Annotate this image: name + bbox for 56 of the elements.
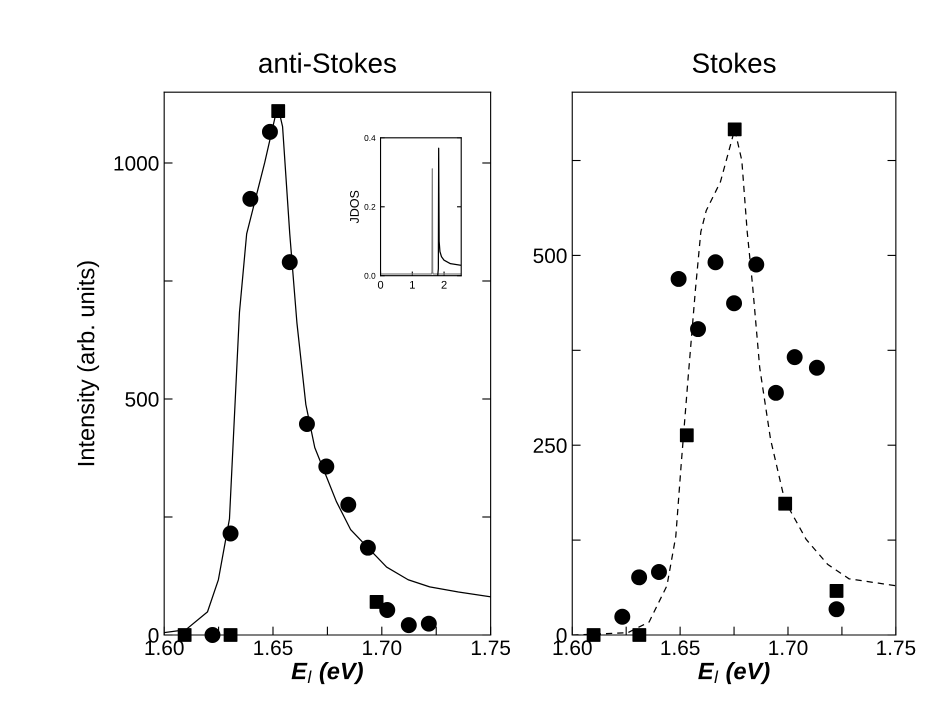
point [670, 270, 687, 287]
chart-title: Stokes [692, 52, 776, 74]
point [726, 295, 742, 312]
point [828, 601, 845, 618]
point [631, 569, 648, 586]
point [298, 416, 315, 432]
point [708, 254, 724, 270]
point [830, 584, 844, 598]
point [808, 360, 825, 376]
y-tick-label: 0.4 [364, 135, 376, 141]
point [786, 349, 803, 366]
y-tick-label: 1000 [114, 156, 159, 171]
x-tick-label: 0 [378, 280, 384, 289]
point [768, 384, 784, 401]
point [400, 617, 417, 634]
x-tick-label: 1.70 [363, 640, 402, 656]
point [242, 190, 258, 207]
point [262, 124, 278, 140]
y-tick-label: 0.0 [364, 272, 376, 279]
point [680, 428, 694, 442]
point [586, 628, 601, 642]
y-tick-label: 0.2 [364, 204, 376, 210]
point [222, 526, 239, 542]
point [379, 602, 396, 618]
point [748, 256, 764, 272]
y-axis-title: JDOS [350, 190, 359, 224]
y-tick-label: 500 [533, 248, 567, 264]
point [650, 564, 667, 580]
x-tick-label: 1.65 [661, 640, 700, 656]
x-tick-label: 1.75 [472, 640, 510, 656]
point [632, 628, 646, 642]
point [340, 496, 356, 513]
point [420, 616, 437, 632]
point [204, 627, 220, 643]
x-axis-title: E$_{l}$ (eV) [292, 662, 363, 684]
point [178, 628, 192, 642]
point [614, 608, 630, 625]
x-tick-label: 1.65 [254, 640, 292, 656]
point [360, 540, 376, 556]
x-tick-label: 1 [410, 280, 415, 289]
y-tick-label: 500 [125, 392, 159, 407]
point [728, 122, 742, 136]
point [370, 595, 384, 609]
y-axis-title: Intensity (arb. units) [77, 261, 100, 466]
point [318, 458, 334, 474]
point [778, 496, 792, 511]
chart-title: anti-Stokes [259, 52, 396, 74]
x-axis-title: E$_{l}$ (eV) [698, 662, 770, 684]
point [271, 104, 286, 118]
point [224, 628, 238, 642]
y-tick-label: 250 [534, 438, 567, 453]
point [690, 321, 706, 338]
x-tick-label: 2 [442, 280, 447, 289]
x-tick-label: 1.70 [769, 640, 808, 656]
point [282, 254, 298, 270]
x-tick-label: 1.75 [877, 640, 916, 656]
